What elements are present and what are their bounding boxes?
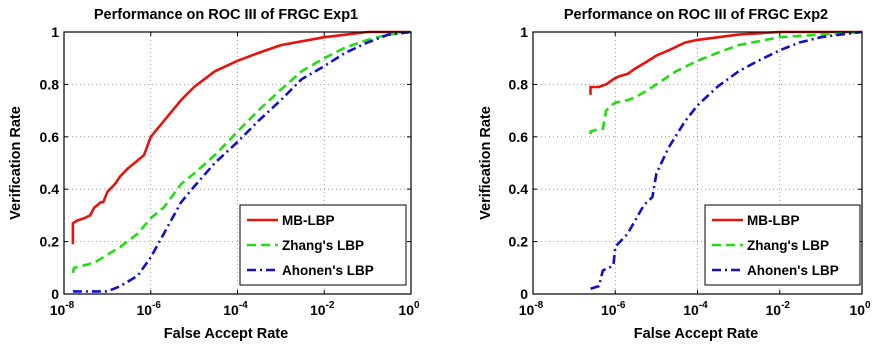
series-line	[71, 30, 411, 245]
x-tick-labels: 10-8 10-6 10-4 10-2 100	[50, 300, 420, 318]
x-tick-label: 10-2	[310, 300, 335, 318]
x-tick-label: 10-6	[137, 300, 162, 318]
y-tick-label: 0	[520, 286, 528, 302]
series-line	[589, 30, 862, 95]
chart-exp2: Performance on ROC III of FRGC Exp2 10-8…	[478, 7, 871, 342]
y-tick-label: 1	[520, 24, 528, 40]
x-tick-label: 10-6	[601, 300, 626, 318]
legend-label: MB-LBP	[747, 213, 800, 228]
series-layer	[589, 30, 863, 291]
legend: MB-LBP Zhang's LBP Ahonen's LBP	[704, 204, 861, 286]
series-line	[71, 30, 412, 274]
x-tick-label: 10-8	[519, 300, 544, 318]
legend-label: Ahonen's LBP	[747, 263, 839, 278]
x-tick-label: 100	[849, 300, 871, 318]
y-axis-label: Verification Rate	[8, 106, 24, 220]
x-tick-label: 10-2	[766, 300, 791, 318]
legend-label: Ahonen's LBP	[282, 263, 374, 278]
y-tick-labels: 0 0.2 0.4 0.6 0.8 1	[40, 24, 60, 302]
y-tick-label: 0.6	[509, 129, 529, 145]
chart-title: Performance on ROC III of FRGC Exp1	[94, 7, 358, 23]
y-tick-label: 0.2	[509, 234, 529, 250]
y-tick-label: 0.4	[509, 181, 529, 197]
series-layer	[71, 30, 412, 293]
legend-label: MB-LBP	[282, 213, 335, 228]
series-line	[590, 30, 863, 291]
x-tick-label: 10-4	[683, 300, 708, 318]
y-tick-label: 0.8	[40, 76, 60, 92]
y-axis-label: Verification Rate	[478, 106, 494, 220]
legend-label: Zhang's LBP	[282, 238, 364, 253]
y-tick-label: 0	[51, 286, 59, 302]
y-tick-label: 0.8	[509, 76, 529, 92]
tick-marks	[63, 31, 412, 295]
legend-label: Zhang's LBP	[747, 238, 829, 253]
x-tick-label: 10-4	[223, 300, 248, 318]
y-tick-label: 0.6	[40, 129, 60, 145]
y-tick-label: 1	[51, 24, 59, 40]
x-axis-label: False Accept Rate	[164, 326, 288, 342]
y-tick-label: 0.4	[40, 181, 60, 197]
series-line	[589, 30, 863, 135]
y-tick-label: 0.2	[40, 234, 60, 250]
x-tick-label: 10-8	[50, 300, 75, 318]
x-tick-labels: 10-8 10-6 10-4 10-2 100	[519, 300, 871, 318]
y-tick-labels: 0 0.2 0.4 0.6 0.8 1	[509, 24, 529, 302]
x-axis-label: False Accept Rate	[634, 326, 758, 342]
chart-exp1: Performance on ROC III of FRGC Exp1 10-8…	[8, 7, 420, 342]
grid	[533, 32, 862, 294]
legend: MB-LBP Zhang's LBP Ahonen's LBP	[239, 204, 407, 286]
chart-title: Performance on ROC III of FRGC Exp2	[564, 7, 828, 23]
x-tick-label: 100	[398, 300, 420, 318]
